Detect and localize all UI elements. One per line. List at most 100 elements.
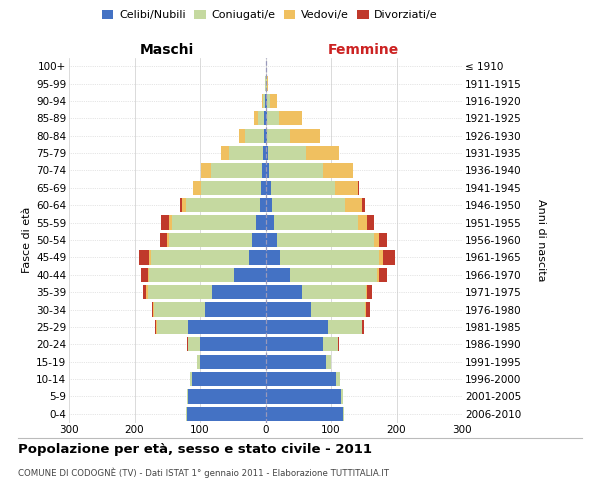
Bar: [265, 354, 331, 369]
Bar: [200, 354, 265, 369]
Bar: [265, 128, 320, 143]
Bar: [155, 320, 265, 334]
Bar: [265, 94, 277, 108]
Bar: [197, 354, 265, 369]
Bar: [265, 180, 271, 195]
Bar: [265, 76, 268, 90]
Bar: [265, 337, 339, 351]
Bar: [265, 128, 320, 143]
Bar: [179, 198, 265, 212]
Bar: [257, 111, 265, 126]
Bar: [239, 128, 265, 143]
Bar: [265, 390, 343, 404]
Bar: [265, 111, 302, 126]
Bar: [187, 406, 265, 421]
Bar: [265, 390, 341, 404]
Bar: [265, 59, 266, 74]
Bar: [265, 268, 386, 282]
Bar: [202, 164, 265, 177]
Bar: [265, 406, 344, 421]
Text: COMUNE DI CODOGNÈ (TV) - Dati ISTAT 1° gennaio 2011 - Elaborazione TUTTITALIA.IT: COMUNE DI CODOGNÈ (TV) - Dati ISTAT 1° g…: [18, 468, 389, 478]
Bar: [265, 111, 302, 126]
Bar: [265, 164, 353, 177]
Bar: [193, 180, 265, 195]
Bar: [141, 268, 265, 282]
Bar: [265, 233, 374, 247]
Bar: [202, 164, 265, 177]
Bar: [190, 372, 265, 386]
Bar: [148, 268, 265, 282]
Bar: [265, 302, 370, 316]
Bar: [263, 94, 265, 108]
Bar: [265, 285, 367, 300]
Bar: [265, 390, 343, 404]
Bar: [221, 146, 265, 160]
Bar: [262, 164, 265, 177]
Bar: [256, 216, 265, 230]
Bar: [148, 285, 265, 300]
Bar: [143, 285, 265, 300]
Bar: [263, 128, 265, 143]
Bar: [265, 302, 311, 316]
Bar: [265, 406, 343, 421]
Bar: [185, 406, 265, 421]
Bar: [193, 180, 265, 195]
Bar: [265, 372, 340, 386]
Text: Femmine: Femmine: [328, 44, 400, 58]
Bar: [265, 354, 331, 369]
Bar: [265, 76, 267, 90]
Bar: [265, 198, 272, 212]
Bar: [187, 390, 265, 404]
Bar: [197, 354, 265, 369]
Bar: [265, 250, 395, 264]
Bar: [200, 180, 265, 195]
Bar: [260, 198, 265, 212]
Bar: [185, 406, 265, 421]
Bar: [265, 164, 269, 177]
Bar: [221, 146, 265, 160]
Bar: [265, 320, 362, 334]
Bar: [265, 302, 367, 316]
Bar: [265, 320, 328, 334]
Bar: [188, 337, 265, 351]
Bar: [265, 337, 338, 351]
Bar: [156, 320, 265, 334]
Bar: [157, 320, 265, 334]
Bar: [265, 372, 336, 386]
Bar: [265, 233, 388, 247]
Bar: [265, 198, 346, 212]
Bar: [265, 250, 379, 264]
Bar: [265, 320, 364, 334]
Bar: [245, 128, 265, 143]
Bar: [265, 354, 331, 369]
Bar: [182, 198, 265, 212]
Y-axis label: Fasce di età: Fasce di età: [22, 207, 32, 273]
Bar: [146, 285, 265, 300]
Bar: [187, 337, 265, 351]
Bar: [169, 233, 265, 247]
Bar: [265, 128, 268, 143]
Bar: [262, 94, 265, 108]
Bar: [151, 250, 265, 264]
Bar: [265, 180, 359, 195]
Text: Popolazione per età, sesso e stato civile - 2011: Popolazione per età, sesso e stato civil…: [18, 442, 372, 456]
Bar: [172, 216, 265, 230]
Bar: [188, 320, 265, 334]
Bar: [265, 268, 290, 282]
Bar: [265, 337, 323, 351]
Text: Maschi: Maschi: [140, 44, 194, 58]
Bar: [265, 94, 270, 108]
Bar: [265, 372, 340, 386]
Legend: Celibi/Nubili, Coniugati/e, Vedovi/e, Divorziati/e: Celibi/Nubili, Coniugati/e, Vedovi/e, Di…: [98, 6, 442, 25]
Bar: [265, 198, 365, 212]
Bar: [265, 268, 379, 282]
Bar: [265, 128, 290, 143]
Bar: [205, 302, 265, 316]
Bar: [265, 146, 339, 160]
Bar: [265, 59, 266, 74]
Bar: [212, 285, 265, 300]
Bar: [265, 302, 365, 316]
Bar: [190, 372, 265, 386]
Bar: [149, 250, 265, 264]
Bar: [169, 216, 265, 230]
